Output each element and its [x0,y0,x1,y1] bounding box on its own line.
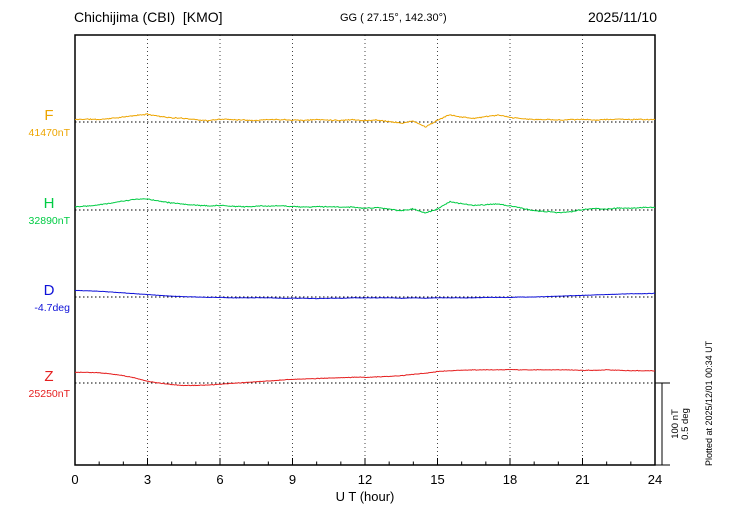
series-baseline-value-F: 41470nT [29,127,71,139]
series-Z: Z 25250nT [29,368,656,400]
series-baseline-value-H: 32890nT [29,215,71,227]
x-tick-labels: 0 3 6 9 12 15 18 21 24 [71,472,662,487]
series-label-D: D [44,282,55,299]
x-tick-label: 9 [289,472,296,487]
x-tick-label: 24 [648,472,662,487]
x-tick-label: 3 [144,472,151,487]
series-label-Z: Z [44,368,53,385]
x-tick-label: 15 [430,472,444,487]
x-tick-label: 21 [575,472,589,487]
scale-bar: 100 nT 0.5 deg [655,382,691,466]
trace-F [74,113,656,128]
series-label-H: H [44,195,55,212]
x-tick-label: 18 [503,472,517,487]
trace-H [74,198,656,214]
series-baseline-value-Z: 25250nT [29,388,71,400]
date-label: 2025/11/10 [587,9,657,25]
coordinates-label: GG ( 27.15°, 142.30°) [340,12,447,24]
series-D: D -4.7deg [34,282,656,314]
x-axis-title: U T (hour) [335,489,395,504]
trace-Z [74,368,656,387]
station-title: Chichijima (CBI) [KMO] [74,9,223,25]
gridlines [147,35,583,465]
x-tick-label: 0 [71,472,78,487]
series-label-F: F [44,107,53,124]
plotted-at-label: Plotted at 2025/12/01 00:34 UT [704,340,714,466]
x-tick-label: 12 [358,472,372,487]
x-tick-label: 6 [216,472,223,487]
series-F: F 41470nT [29,107,656,139]
series-H: H 32890nT [29,195,656,227]
series-baseline-value-D: -4.7deg [34,302,70,314]
x-axis-ticks [74,458,656,465]
scale-bar-label-deg: 0.5 deg [680,408,691,440]
scale-bar-label-nt: 100 nT [670,409,681,439]
trace-D [74,289,656,300]
